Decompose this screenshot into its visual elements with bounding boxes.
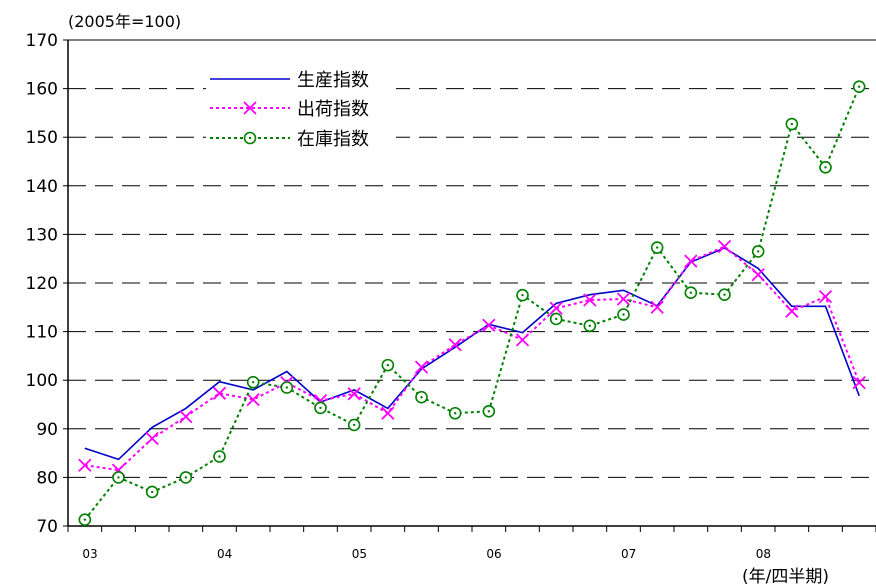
data-point-dot [723,293,726,296]
data-point-x [650,300,664,314]
y-tick-label: 150 [26,128,58,148]
y-tick-label: 70 [36,517,58,537]
data-point-x [246,393,260,407]
data-point-x [78,458,92,472]
legend-marker [243,101,257,115]
y-tick-label: 110 [26,323,58,343]
unit-label: (2005年=100) [68,12,182,31]
y-tick-label: 120 [26,274,58,294]
data-point-dot [319,406,322,410]
legend-bg [206,125,396,151]
data-point-dot [790,122,794,126]
legend-label: 出荷指数 [297,99,369,120]
data-point-dot [857,85,861,88]
x-tick-label: 04 [217,547,232,561]
data-point-dot [453,412,457,415]
y-tick-label: 90 [36,420,58,440]
data-point-dot [251,380,255,384]
data-point-dot [554,317,558,321]
x-tick-label: 05 [352,547,367,561]
data-point-dot [386,363,390,367]
data-point-x [549,301,563,315]
data-point-dot [756,250,760,253]
data-point-x [818,289,833,304]
data-point-dot [655,246,659,249]
data-point-dot [352,423,356,427]
legend-bg [206,95,396,121]
data-point-dot [218,455,221,458]
data-point-x [583,293,597,307]
data-point-x [751,268,765,282]
data-point-dot [184,476,188,479]
data-point-dot [622,313,625,316]
data-point-dot [150,490,154,494]
data-point-x [381,406,395,420]
series-line [84,86,861,521]
data-point-x [212,386,227,400]
data-point-dot [117,476,120,479]
data-point-x [448,338,462,352]
data-point-dot [588,324,592,327]
data-point-x [852,375,866,390]
data-point-x [616,292,631,306]
data-point-dot [521,293,524,297]
data-point-x [179,410,193,424]
data-point-x [347,387,361,401]
y-tick-label: 170 [26,31,58,51]
data-point-x [145,431,159,446]
data-point-x [482,318,496,332]
legend-label: 在庫指数 [297,129,369,150]
y-tick-label: 160 [26,80,58,100]
period-label: (年/四半期) [742,567,829,587]
legend-marker-dot [248,136,252,140]
data-point-x [684,254,698,268]
data-point-x [515,333,530,347]
x-tick-label: 06 [486,547,501,561]
data-point-x [717,239,732,254]
x-tick-label: 08 [756,547,771,561]
y-tick-label: 140 [26,177,58,197]
data-point-dot [689,291,693,294]
data-point-dot [824,166,827,169]
series-line [84,245,861,472]
legend-label: 生産指数 [297,70,369,91]
data-point-dot [487,410,491,413]
data-point-dot [285,386,289,389]
x-tick-label: 07 [621,547,636,561]
data-point-dot [83,518,87,521]
x-tick-label: 03 [82,547,97,561]
data-point-dot [420,396,423,399]
data-point-x [414,360,429,374]
y-tick-label: 130 [26,225,58,245]
series-line [84,247,860,461]
y-tick-label: 100 [26,371,58,391]
data-point-x [785,304,799,318]
y-tick-label: 80 [36,468,58,488]
